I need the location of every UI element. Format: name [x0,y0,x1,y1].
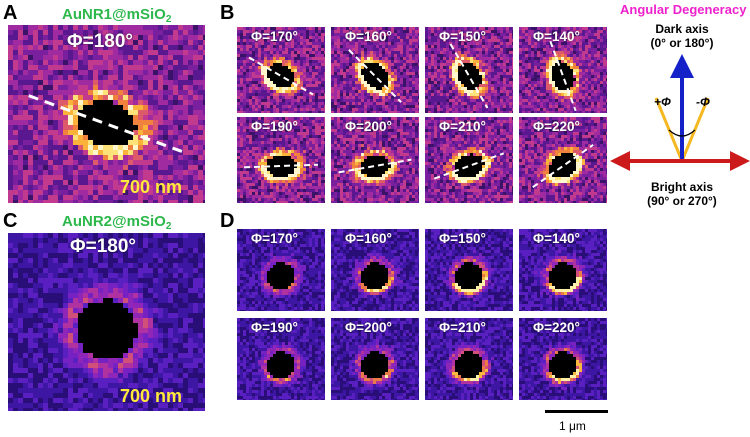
phi-label-c: Φ=180° [70,236,136,257]
phi-label-b-3: Φ=150° [439,29,486,44]
sample-subscript-c: 2 [165,221,172,232]
sample-title-c: AuNR2@mSiO2 [62,214,171,232]
polarization-dashed-line [244,163,318,169]
scale-label-c: 700 nm [120,386,183,406]
phi-label-d-1: Φ=170° [251,231,298,246]
phi-label-d-7: Φ=210° [439,320,486,335]
phi-label-b-8: Φ=220° [533,119,580,134]
sample-subscript-a: 2 [165,14,172,25]
dark-field-tile-d-5 [237,318,325,400]
dark-field-tile-b-8 [519,117,607,203]
cone-line-plus [654,97,684,162]
dark-field-image-a [8,25,205,203]
phi-label-b-4: Φ=140° [533,29,580,44]
phi-label-d-5: Φ=190° [251,320,298,335]
dark-field-tile-d-1 [237,229,325,311]
panel-letter-d: D [220,210,235,232]
dark-field-tile-d-6 [331,318,419,400]
dark-field-tile-d-4 [519,229,607,311]
phi-label-b-6: Φ=200° [345,119,392,134]
dark-field-tile-b-2 [331,27,419,113]
polarization-dashed-line [248,56,314,96]
phi-label-b-7: Φ=210° [439,119,486,134]
dark-field-tile-b-3 [425,27,513,113]
dark-field-tile-d-8 [519,318,607,400]
bright-axis-values: (90° or 270°) [647,194,717,209]
bright-axis-name: Bright axis [650,180,713,194]
dark-field-tile-d-2 [331,229,419,311]
phi-label-d-2: Φ=160° [345,231,392,246]
dark-field-tile-b-5 [237,117,325,203]
phi-label-d-8: Φ=220° [533,320,580,335]
dark-field-tile-d-7 [425,318,513,400]
sample-title-a: AuNR1@mSiO2 [62,7,171,25]
phi-label-d-6: Φ=200° [345,320,392,335]
polarization-dashed-line [532,143,594,189]
angle-arc [668,129,696,137]
diagram-title: Angular Degeneracy [620,2,747,17]
phi-label-a: Φ=180° [67,31,133,52]
polarization-dashed-line [433,152,505,180]
cone-line-minus [680,97,710,162]
scale-label-a: 700 nm [120,177,183,197]
phi-label-b-1: Φ=170° [251,29,298,44]
sample-name-c: AuNR2@mSiO [62,213,166,230]
phi-label-d-4: Φ=140° [533,231,580,246]
panel-letter-a: A [3,2,18,24]
polarization-dashed-line [348,49,402,103]
polarization-dashed-line [549,40,577,112]
dark-axis-values: (0° or 180°) [650,36,714,51]
dark-field-tile-d-3 [425,229,513,311]
polarization-dashed-line [449,43,489,109]
bright-axis-label: Bright axis (90° or 270°) [632,180,732,209]
panel-letter-c: C [3,210,18,232]
phi-label-b-5: Φ=190° [251,119,298,134]
angular-degeneracy-diagram [610,54,750,171]
dark-field-tile-b-6 [331,117,419,203]
polarization-dashed-line [338,158,412,174]
dark-field-tile-b-7 [425,117,513,203]
panel-letter-b: B [220,2,235,24]
scale-bar [545,410,608,413]
dark-axis-name: Dark axis [655,22,709,36]
minus-phi-label: -Φ [696,95,710,109]
dark-axis-label: Dark axis (0° or 180°) [632,22,732,51]
dark-field-image-c [8,233,205,411]
polarization-dashed-line [28,94,185,154]
dark-field-tile-b-1 [237,27,325,113]
scale-bar-label: 1 μm [559,419,586,433]
phi-label-d-3: Φ=150° [439,231,486,246]
sample-name-a: AuNR1@mSiO [62,6,166,23]
plus-phi-label: +Φ [654,95,671,109]
phi-label-b-2: Φ=160° [345,29,392,44]
dark-field-tile-b-4 [519,27,607,113]
